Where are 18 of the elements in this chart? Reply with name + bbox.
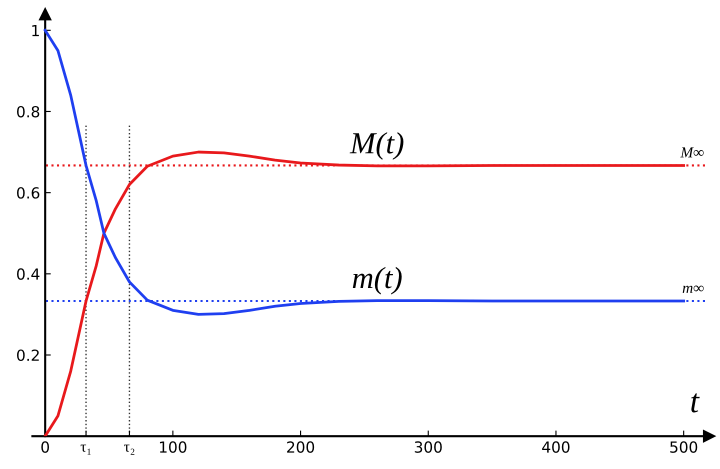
ref-line-label: m∞ [682, 286, 704, 293]
y-tick-label: 0.6 [17, 187, 40, 199]
ref-line-label: M∞ [680, 147, 704, 158]
x-tick-label: 200 [287, 441, 314, 453]
y-tick-label: 0.4 [17, 268, 40, 280]
x-axis-title: t [691, 393, 700, 413]
series-label: m(t) [352, 266, 402, 295]
x-tick-label: τ₁ [80, 444, 91, 455]
x-tick-label: 0 [41, 441, 50, 453]
x-tick-label: 400 [542, 441, 570, 453]
x-tick-label: 300 [414, 441, 442, 453]
series-label: M(t) [350, 132, 404, 160]
y-tick-label: 0.8 [17, 106, 40, 118]
x-tick-label: 100 [160, 441, 186, 453]
x-tick-label: 500 [670, 441, 698, 453]
x-tick-label: τ₂ [124, 444, 134, 455]
y-tick-label: 0.2 [17, 349, 39, 362]
y-tick-label: 1 [32, 24, 39, 36]
